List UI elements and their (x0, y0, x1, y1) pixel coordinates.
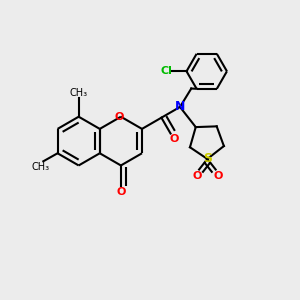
Text: CH₃: CH₃ (70, 88, 88, 98)
Text: S: S (203, 152, 212, 166)
Text: O: O (169, 134, 178, 144)
Text: O: O (213, 171, 223, 181)
Text: O: O (116, 187, 126, 197)
Text: Cl: Cl (161, 66, 173, 76)
Text: O: O (192, 171, 202, 181)
Text: CH₃: CH₃ (32, 162, 50, 172)
Text: O: O (115, 112, 124, 122)
Text: N: N (175, 100, 185, 113)
